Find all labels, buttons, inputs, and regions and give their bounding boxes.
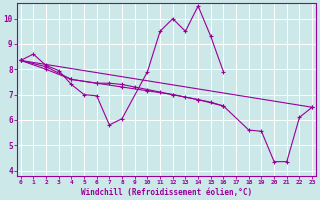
X-axis label: Windchill (Refroidissement éolien,°C): Windchill (Refroidissement éolien,°C) [81,188,252,197]
